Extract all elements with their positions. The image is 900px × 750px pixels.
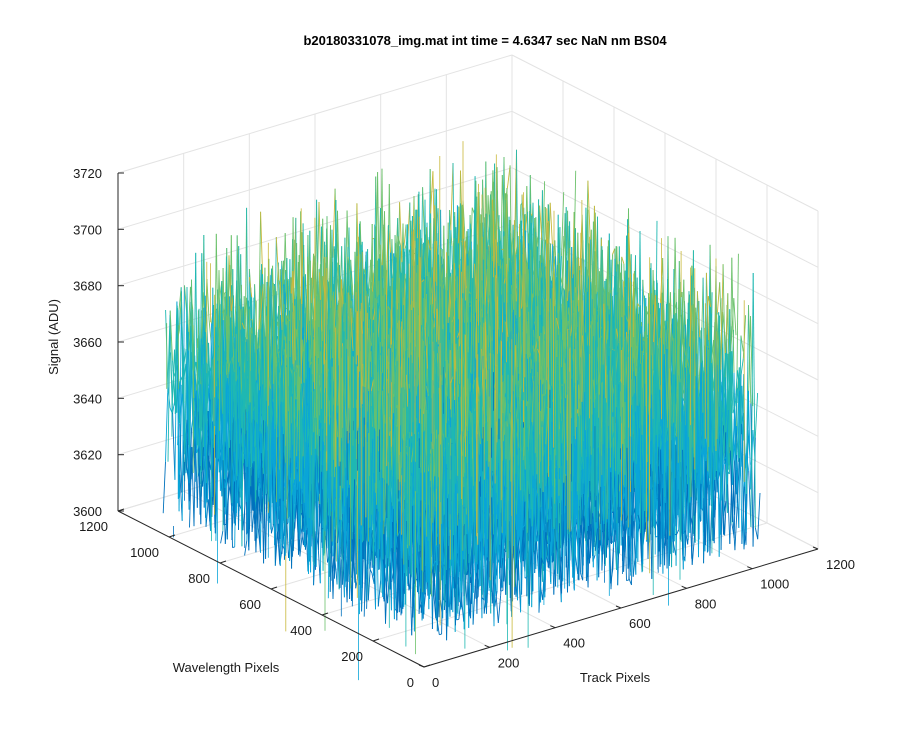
surface-trace-segment (172, 369, 176, 377)
surface-traces (162, 141, 761, 681)
surface-trace-segment (316, 201, 320, 314)
surface-trace-segment (281, 260, 285, 285)
surface-trace-segment (332, 188, 336, 258)
surface-trace-segment (195, 390, 200, 447)
sidewall-grid-line-z (511, 54, 819, 212)
surface-trace-segment (178, 287, 182, 311)
surface-trace-segment (167, 310, 171, 462)
surface-trace-segment (430, 171, 434, 214)
surface-trace-segment (260, 211, 264, 283)
surface-trace-segment (195, 252, 199, 478)
surface-trace-segment (172, 412, 176, 480)
surface-trace-segment (193, 252, 197, 440)
surface-trace-segment (188, 302, 192, 351)
surface-trace-segment (549, 202, 553, 245)
surface-trace-segment (172, 360, 176, 406)
sidewall-grid-line-z (511, 110, 819, 268)
surface-trace-segment (186, 324, 190, 502)
sidewall-grid-line-z (511, 167, 819, 325)
surface-trace-segment (350, 259, 354, 296)
surface-trace-segment (206, 278, 210, 321)
surface-trace-segment (162, 461, 166, 514)
floor-grid-line-y (372, 522, 768, 642)
surface-trace-segment (188, 279, 192, 448)
surface-trace-segment (165, 392, 169, 462)
backwall-grid-line-z (117, 110, 513, 230)
surface-trace-segment (174, 301, 178, 402)
surface-trace-segment (184, 287, 188, 482)
surface-trace-segment (198, 446, 202, 525)
surface-trace-segment (174, 308, 178, 414)
surface-trace-segment (191, 447, 195, 527)
surface-trace-segment (179, 423, 183, 493)
surface-trace-segment (450, 162, 454, 231)
surface-trace-segment (189, 447, 193, 528)
surface-trace-segment (186, 287, 190, 448)
surface-trace-segment (188, 427, 193, 502)
surface-trace-segment (220, 530, 224, 544)
backwall-grid-line-z (117, 54, 513, 174)
surface-trace-segment (275, 236, 280, 281)
surface-trace-segment (169, 310, 173, 361)
surface-trace-segment (193, 361, 197, 379)
